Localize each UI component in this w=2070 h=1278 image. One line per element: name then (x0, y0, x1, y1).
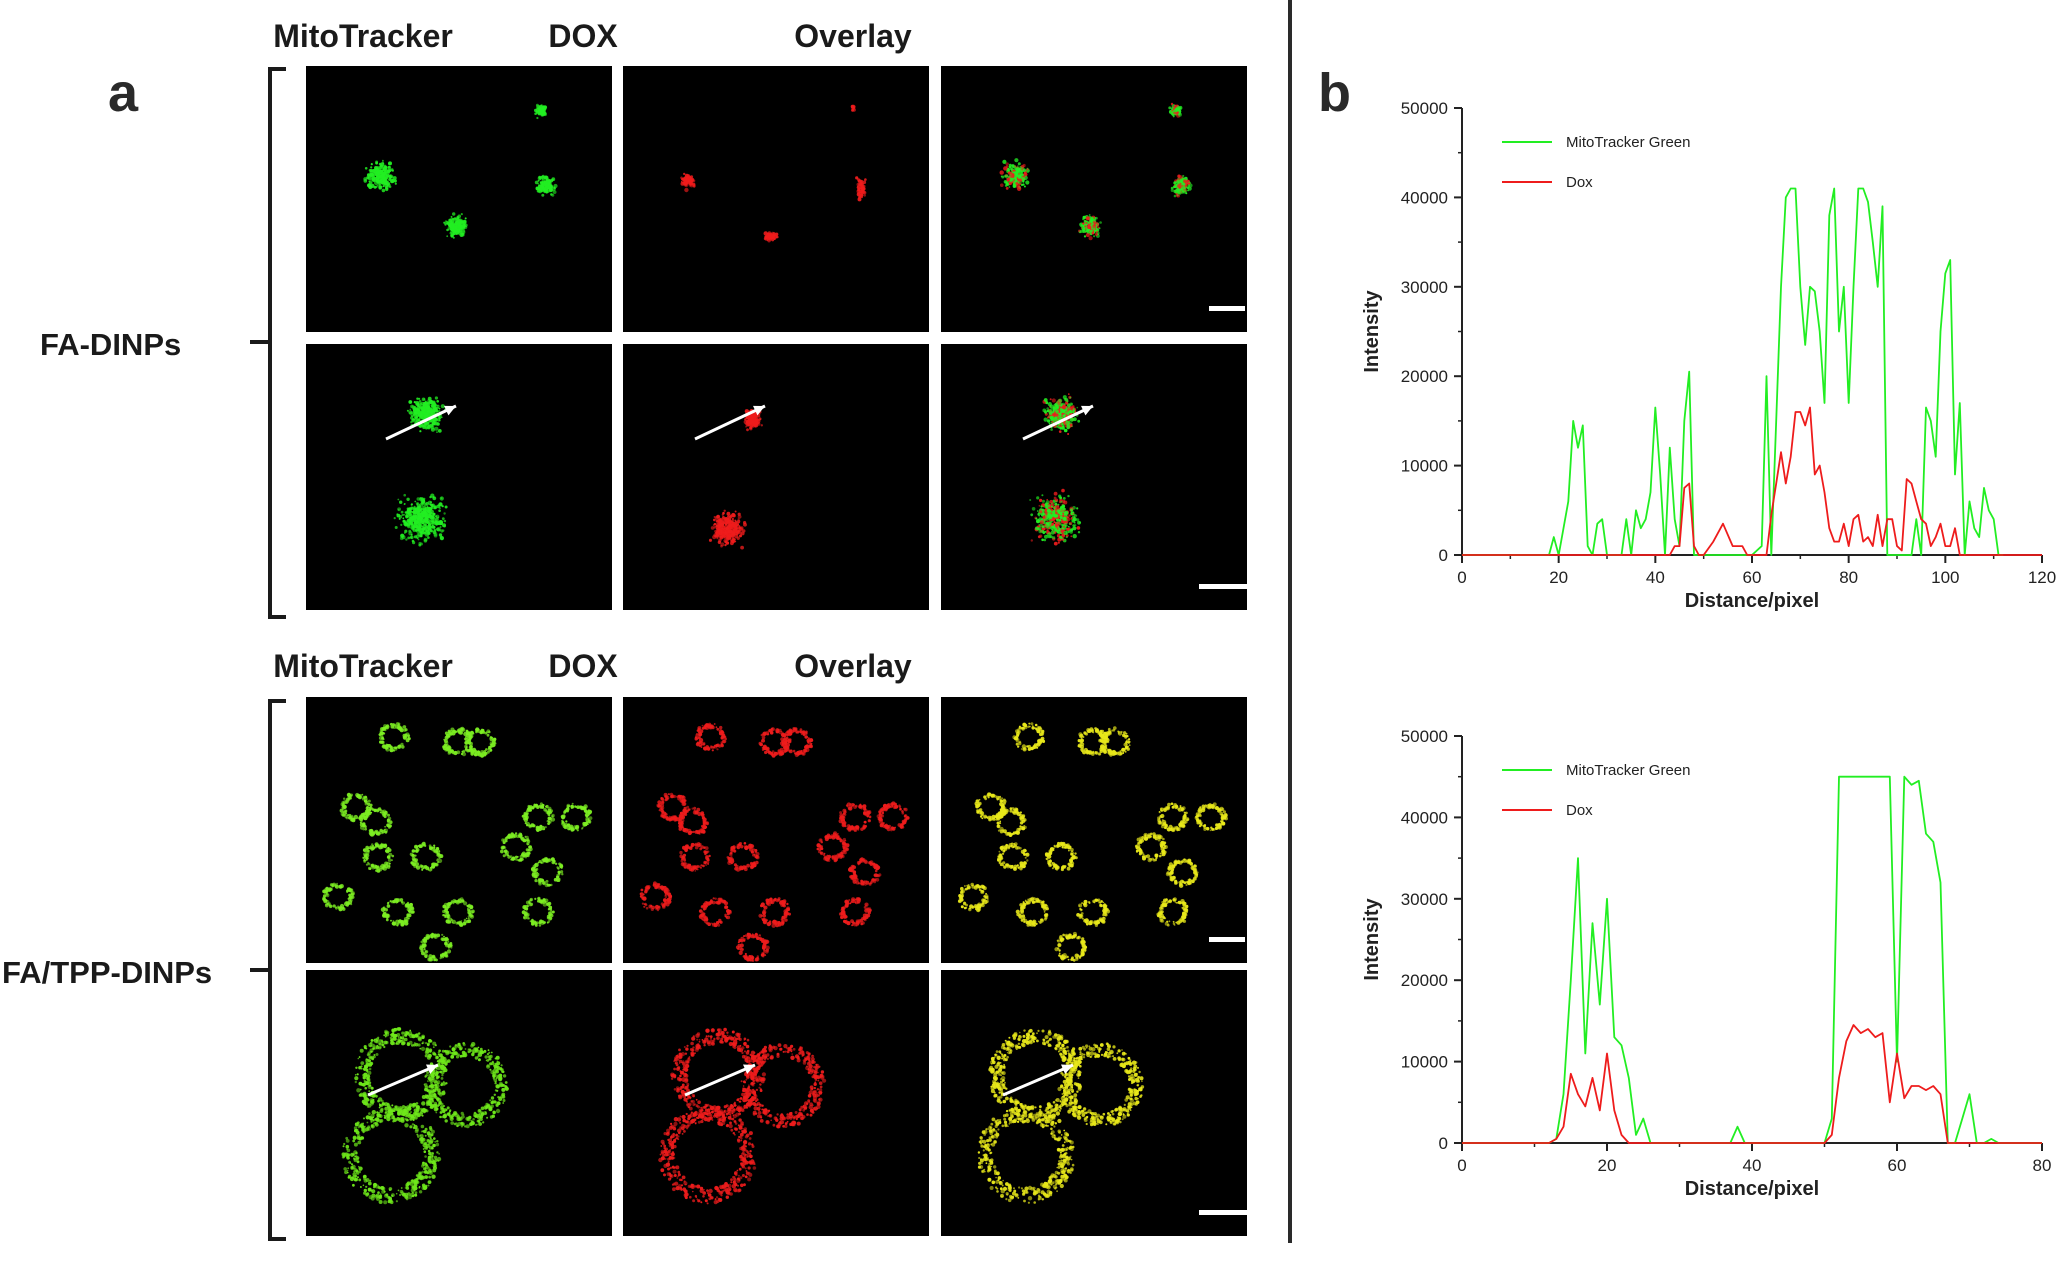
micrograph-fatpp-dox-overview (623, 697, 929, 963)
panel-divider (1288, 0, 1292, 1243)
y-tick-label: 10000 (1401, 1053, 1448, 1072)
y-tick-label: 30000 (1401, 890, 1448, 909)
y-tick-label: 0 (1439, 546, 1448, 565)
micrograph-image (623, 344, 929, 610)
col-header-overlay-2: Overlay (703, 648, 1003, 685)
micrograph-fatpp-mito-overview (306, 697, 612, 963)
micrograph-image (941, 970, 1247, 1236)
micrograph-fatpp-dox-zoom (623, 970, 929, 1236)
micrograph-fa-dox-overview (623, 66, 929, 332)
x-tick-label: 40 (1646, 568, 1665, 587)
y-tick-label: 50000 (1401, 727, 1448, 746)
bracket-tick-fa-dinps (250, 340, 270, 344)
x-tick-label: 80 (1839, 568, 1858, 587)
micrograph-fa-dox-zoom (623, 344, 929, 610)
x-tick-label: 0 (1457, 1156, 1466, 1175)
y-tick-label: 40000 (1401, 188, 1448, 207)
x-tick-label: 100 (1931, 568, 1959, 587)
y-axis-title: Intensity (1361, 290, 1383, 373)
legend-label: Dox (1566, 174, 1593, 191)
micrograph-fa-mito-overview (306, 66, 612, 332)
scale-bar (1209, 937, 1245, 942)
micrograph-fatpp-overlay-overview (941, 697, 1247, 963)
x-tick-label: 120 (2028, 568, 2056, 587)
micrograph-image (306, 970, 612, 1236)
micrograph-fa-overlay-overview (941, 66, 1247, 332)
y-tick-label: 40000 (1401, 808, 1448, 827)
legend-label: MitoTracker Green (1566, 762, 1690, 779)
legend-label: Dox (1566, 802, 1593, 819)
col-header-overlay-1: Overlay (703, 18, 1003, 55)
y-axis-title: Intensity (1361, 898, 1383, 981)
x-tick-label: 20 (1598, 1156, 1617, 1175)
series-line-dox (1462, 1025, 2042, 1143)
scale-bar (1199, 584, 1247, 589)
col-header-dox-2: DOX (433, 648, 733, 685)
line-chart-fa-dinps: 0 10000 20000 30000 40000 50000 0 20 40 60 80 100 12… (1340, 90, 2070, 650)
micrograph-image (623, 970, 929, 1236)
micrograph-fa-mito-zoom (306, 344, 612, 610)
series-line-dox (1462, 408, 2042, 556)
micrograph-image (623, 697, 929, 963)
row-label-fa-tpp-dinps: FA/TPP-DINPs (2, 955, 212, 991)
scale-bar (1209, 306, 1245, 311)
x-tick-label: 40 (1743, 1156, 1762, 1175)
group-bracket-fa-tpp-dinps (268, 699, 286, 1241)
y-tick-label: 30000 (1401, 278, 1448, 297)
micrograph-image (306, 344, 612, 610)
legend-label: MitoTracker Green (1566, 134, 1690, 151)
micrograph-image (941, 66, 1247, 332)
line-chart-fa-tpp-dinps: 0 10000 20000 30000 40000 50000 0 20 40 60 80 Dista… (1340, 718, 2070, 1278)
bracket-tick-fa-tpp-dinps (250, 968, 270, 972)
group-bracket-fa-dinps (268, 67, 286, 619)
micrograph-fa-overlay-zoom (941, 344, 1247, 610)
chart-svg-2: 0 10000 20000 30000 40000 50000 0 20 40 60 80 Dista… (1340, 718, 2070, 1238)
x-tick-label: 0 (1457, 568, 1466, 587)
micrograph-fatpp-mito-zoom (306, 970, 612, 1236)
row-label-fa-dinps: FA-DINPs (40, 327, 181, 363)
micrograph-image (306, 697, 612, 963)
y-tick-label: 20000 (1401, 971, 1448, 990)
y-tick-label: 0 (1439, 1134, 1448, 1153)
micrograph-image (623, 66, 929, 332)
micrograph-image (941, 697, 1247, 963)
series-line-mitotracker-green (1462, 777, 2042, 1143)
micrograph-fatpp-overlay-zoom (941, 970, 1247, 1236)
x-tick-label: 20 (1549, 568, 1568, 587)
scale-bar (1199, 1210, 1247, 1215)
chart-svg-1: 0 10000 20000 30000 40000 50000 0 20 40 60 80 100 12… (1340, 90, 2070, 650)
x-axis-title: Distance/pixel (1685, 1178, 1820, 1200)
y-tick-label: 50000 (1401, 99, 1448, 118)
series-line-mitotracker-green (1462, 189, 2003, 556)
x-tick-label: 60 (1743, 568, 1762, 587)
micrograph-image (306, 66, 612, 332)
y-tick-label: 20000 (1401, 367, 1448, 386)
panel-a-letter: a (108, 62, 138, 124)
micrograph-image (941, 344, 1247, 610)
col-header-dox-1: DOX (433, 18, 733, 55)
y-tick-label: 10000 (1401, 457, 1448, 476)
x-tick-label: 60 (1888, 1156, 1907, 1175)
x-tick-label: 80 (2033, 1156, 2052, 1175)
x-axis-title: Distance/pixel (1685, 590, 1820, 612)
